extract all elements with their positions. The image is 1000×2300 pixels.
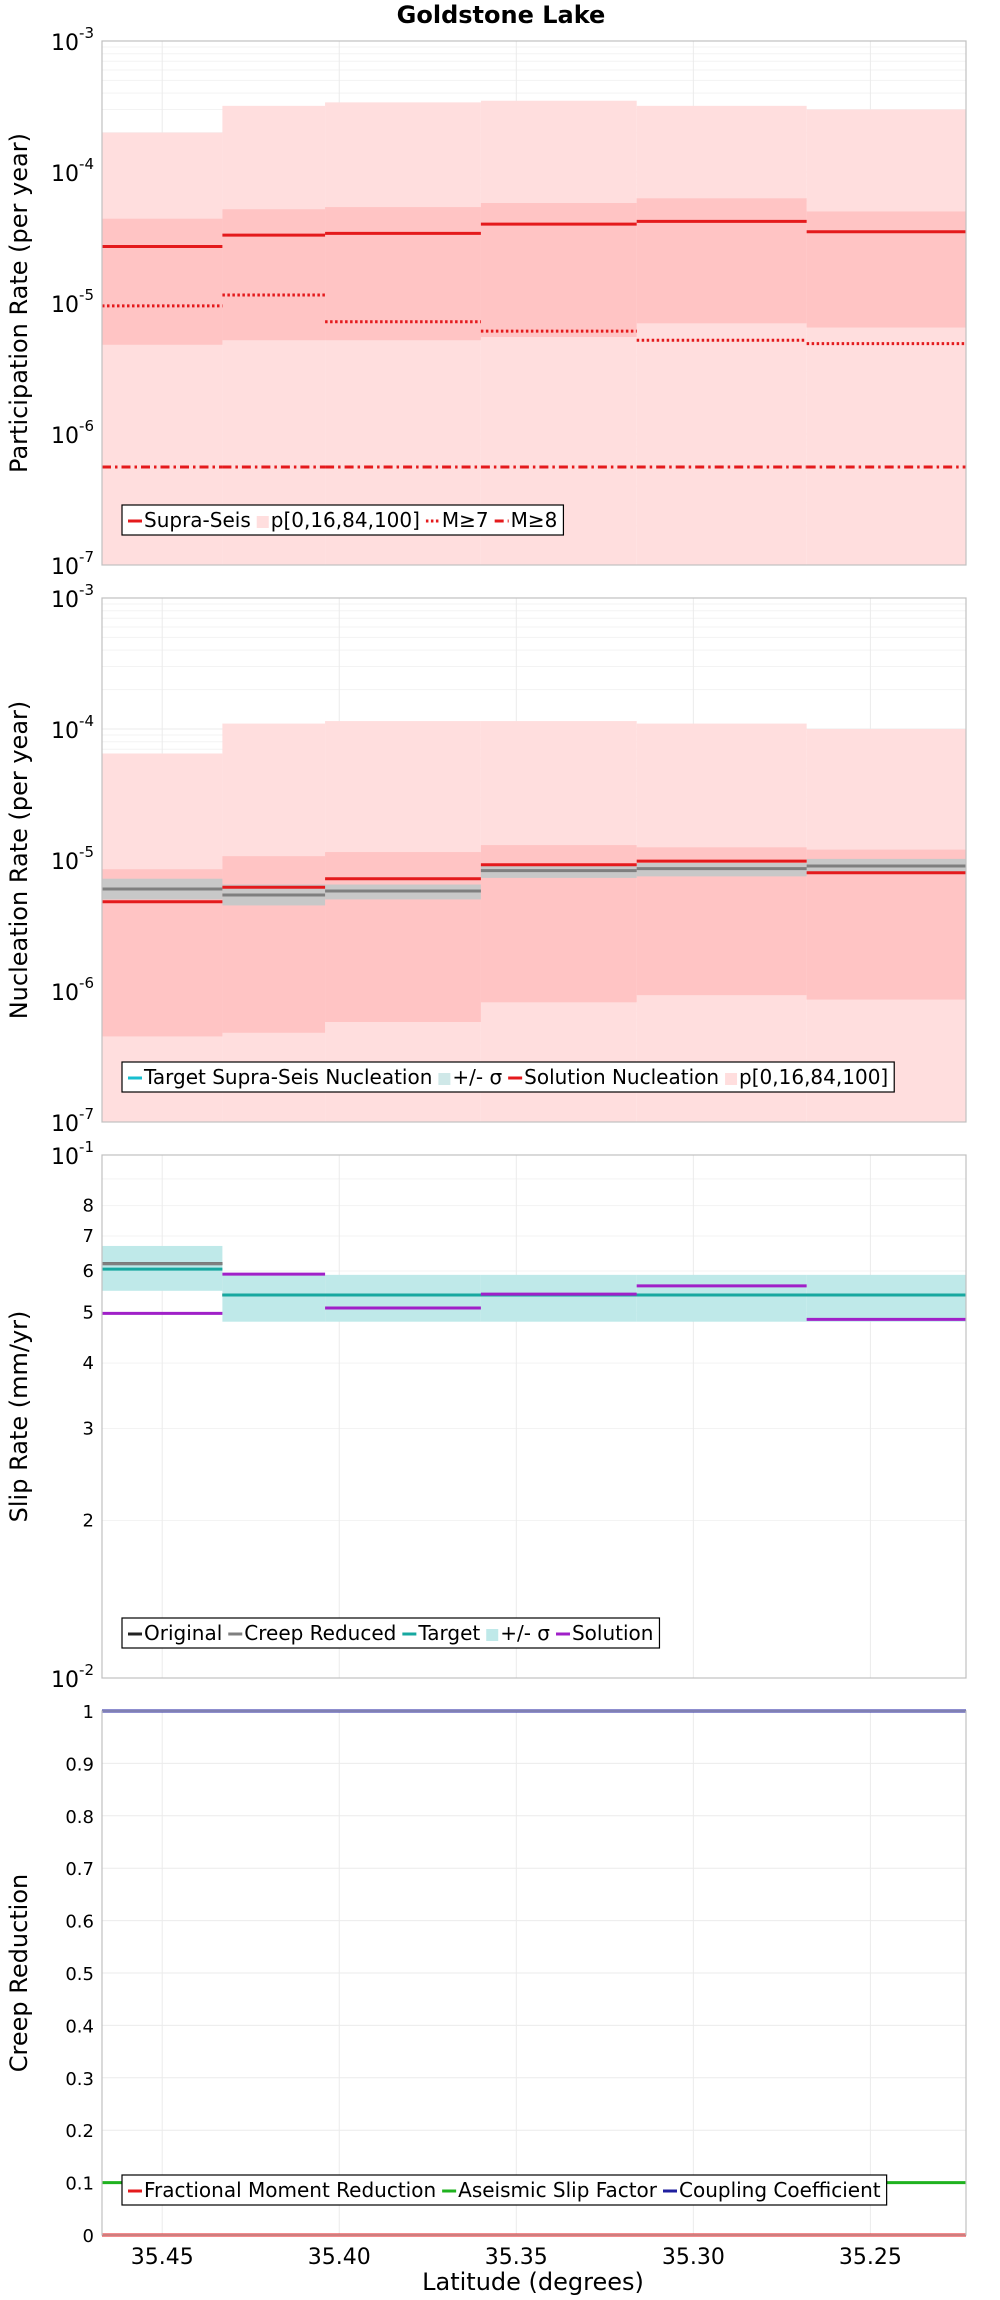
nucleation-legend-label-0: Target Supra-Seis Nucleation <box>143 1065 432 1089</box>
participation-ytick-1: 10-6 <box>51 417 94 449</box>
slip-band-0-bin-1 <box>222 1274 326 1322</box>
creep-ytick-9: 0.9 <box>65 1754 94 1775</box>
xtick-4: 35.25 <box>839 2245 902 2270</box>
chart-title: Goldstone Lake <box>397 1 606 29</box>
participation-ytick-2: 10-5 <box>51 286 94 318</box>
slip-band-0-bin-4 <box>636 1274 807 1322</box>
creep-ytick-1: 0.1 <box>65 2174 94 2195</box>
slip-band-0-bin-2 <box>325 1274 481 1322</box>
nucleation-ytick-1: 10-6 <box>51 974 94 1006</box>
participation-band-0-bin-5 <box>806 109 966 565</box>
slip-yminor-tick-4: 6 <box>83 1261 94 1282</box>
creep-y-axis-label: Creep Reduction <box>5 1874 33 2072</box>
participation-band-1-bin-2 <box>325 207 481 341</box>
creep-ytick-7: 0.7 <box>65 1859 94 1880</box>
xtick-0: 35.45 <box>131 2245 194 2270</box>
participation-legend-swatch-1 <box>256 516 269 528</box>
slip-legend-label-3: +/- σ <box>500 1621 550 1645</box>
nucleation-band-1-bin-5 <box>806 849 966 1000</box>
participation-legend: Supra-Seis p[0,16,84,100] M≥7 M≥8 <box>121 504 565 536</box>
nucleation-legend-label-3: p[0,16,84,100] <box>739 1065 888 1089</box>
panel-slip: 10-2 10-1 2 3 4 5 6 7 8 Slip Rate (mm/yr) Original… <box>5 1138 967 1693</box>
panel-creep: 0 0.1 0.2 0.3 0.4 0.5 0.6 0.7 0.8 0.9 1 Creep Reduc… <box>5 1702 967 2247</box>
nucleation-band-1-bin-1 <box>222 856 326 1033</box>
nucleation-ytick-4: 10-3 <box>51 581 94 613</box>
slip-yminor-tick-3: 5 <box>83 1302 94 1323</box>
participation-band-1-bin-5 <box>806 211 966 328</box>
creep-plot-frame <box>101 1710 967 2236</box>
participation-legend-label-0: Supra-Seis <box>144 508 251 532</box>
creep-ytick-8: 0.8 <box>65 1807 94 1828</box>
participation-band-1-bin-4 <box>636 198 807 324</box>
slip-legend-label-2: Target <box>417 1621 480 1645</box>
creep-ytick-0: 0 <box>83 2226 94 2247</box>
participation-ytick-0: 10-7 <box>51 548 94 580</box>
xtick-2: 35.35 <box>485 2245 548 2270</box>
creep-ytick-3: 0.3 <box>65 2069 94 2090</box>
nucleation-legend-label-2: Solution Nucleation <box>524 1065 719 1089</box>
slip-legend: Original Creep Reduced Target +/- σ Solution <box>121 1617 661 1649</box>
creep-ytick-5: 0.5 <box>65 1964 94 1985</box>
slip-yminor-tick-2: 4 <box>83 1353 94 1374</box>
xtick-1: 35.40 <box>308 2245 371 2270</box>
slip-ytick-1: 10-1 <box>51 1138 94 1170</box>
slip-band-0-bin-5 <box>806 1274 966 1322</box>
slip-yminor-tick-1: 3 <box>83 1418 94 1439</box>
nucleation-legend-swatch-3 <box>725 1073 738 1085</box>
participation-legend-label-3: M≥8 <box>511 508 558 532</box>
slip-ytick-0: 10-2 <box>51 1661 94 1693</box>
nucleation-legend-swatch-1 <box>438 1073 451 1085</box>
nucleation-ytick-2: 10-5 <box>51 843 94 875</box>
nucleation-legend-label-1: +/- σ <box>452 1065 502 1089</box>
creep-ytick-10: 1 <box>83 1702 94 1723</box>
slip-yminor-tick-5: 7 <box>83 1226 94 1247</box>
participation-y-axis-label: Participation Rate (per year) <box>5 133 33 473</box>
slip-yminor-tick-0: 2 <box>83 1511 94 1532</box>
slip-legend-swatch-3 <box>486 1629 499 1641</box>
creep-legend: Fractional Moment Reduction Aseismic Slip… <box>121 2174 888 2206</box>
nucleation-band-1-bin-2 <box>325 852 481 1022</box>
creep-legend-label-0: Fractional Moment Reduction <box>144 2178 436 2202</box>
panel-participation: 10-7 10-6 10-5 10-4 10-3 Participation Rate (… <box>5 24 967 580</box>
slip-legend-label-0: Original <box>144 1621 222 1645</box>
participation-legend-label-1: p[0,16,84,100] <box>271 508 420 532</box>
slip-legend-label-1: Creep Reduced <box>244 1621 396 1645</box>
nucleation-plot-frame <box>101 597 967 1123</box>
creep-ytick-2: 0.2 <box>65 2121 94 2142</box>
nucleation-y-axis-label: Nucleation Rate (per year) <box>5 701 33 1020</box>
creep-legend-label-1: Aseismic Slip Factor <box>458 2178 658 2202</box>
slip-band-0-bin-3 <box>480 1274 637 1322</box>
participation-ytick-4: 10-3 <box>51 24 94 56</box>
slip-y-axis-label: Slip Rate (mm/yr) <box>5 1311 33 1523</box>
nucleation-ytick-3: 10-4 <box>51 712 94 744</box>
creep-ytick-6: 0.6 <box>65 1912 94 1933</box>
participation-band-1-bin-0 <box>102 218 223 345</box>
creep-legend-label-2: Coupling Coefficient <box>679 2178 881 2202</box>
slip-legend-label-4: Solution <box>572 1621 653 1645</box>
nucleation-legend: Target Supra-Seis Nucleation +/- σ Solutio… <box>121 1061 895 1093</box>
participation-band-0-bin-4 <box>636 105 807 566</box>
participation-band-1-bin-1 <box>222 209 326 341</box>
participation-legend-label-2: M≥7 <box>442 508 489 532</box>
participation-plot-frame <box>101 40 967 566</box>
participation-band-0-bin-0 <box>102 132 223 565</box>
slip-yminor-tick-6: 8 <box>83 1196 94 1217</box>
participation-ytick-3: 10-4 <box>51 155 94 187</box>
slip-plot-frame <box>101 1154 967 1679</box>
panel-nucleation: 10-7 10-6 10-5 10-4 10-3 Nucleation Rate (per… <box>5 581 967 1137</box>
xtick-3: 35.30 <box>662 2245 725 2270</box>
x-axis-ticks: 35.45 35.40 35.35 35.30 35.25 <box>131 2245 902 2270</box>
x-axis-label: Latitude (degrees) <box>422 2268 644 2296</box>
creep-ytick-4: 0.4 <box>65 2016 94 2037</box>
nucleation-ytick-0: 10-7 <box>51 1105 94 1137</box>
